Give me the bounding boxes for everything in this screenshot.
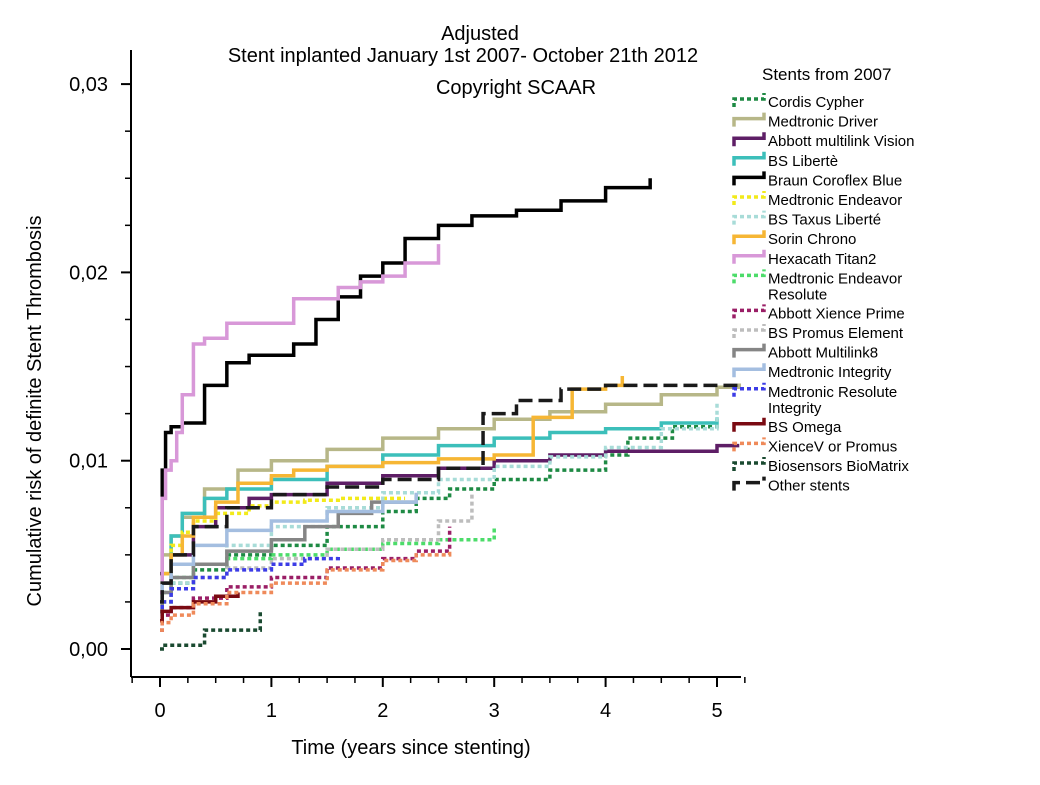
legend-title: Stents from 2007 <box>762 65 891 84</box>
legend-swatch <box>732 343 766 358</box>
legend-label: BS Promus Element <box>768 325 904 342</box>
legend-label: Abbott multilink Vision <box>768 133 914 150</box>
legend-swatch <box>732 324 766 338</box>
legend-label: BS Libertè <box>768 153 838 170</box>
legend-swatch <box>732 93 766 107</box>
legend-swatch <box>732 304 766 319</box>
legend-label: Other stents <box>768 478 850 495</box>
y-tick-label: 0,02 <box>69 262 108 284</box>
legend-item: Hexacath Titan2 <box>732 249 876 268</box>
series-line <box>160 494 418 614</box>
legend-item: BS Omega <box>732 417 842 436</box>
legend-item: Medtronic Integrity <box>732 363 892 381</box>
series-line <box>160 375 625 595</box>
legend-item: Cordis Cypher <box>732 93 864 111</box>
legend-swatch <box>732 363 766 378</box>
legend-item: Abbott multilink Vision <box>732 132 914 150</box>
legend-swatch <box>732 382 766 397</box>
legend-item: XienceV or Promus <box>732 437 897 455</box>
y-tick-label: 0,00 <box>69 639 108 661</box>
legend-label: Hexacath Titan2 <box>768 251 876 268</box>
legend-label: Abbott Xience Prime <box>768 305 905 322</box>
legend-label: BS Omega <box>768 419 842 436</box>
legend-swatch <box>732 191 766 205</box>
legend-label: Cordis Cypher <box>768 94 864 111</box>
legend-item: Sorin Chrono <box>732 230 856 248</box>
legend-item: Abbott Xience Prime <box>732 304 905 322</box>
legend-label: Medtronic Driver <box>768 114 878 131</box>
legend-item: BS Taxus Liberté <box>732 210 881 229</box>
legend-label: Sorin Chrono <box>768 231 856 248</box>
legend-item: BS Promus Element <box>732 324 904 342</box>
series-line <box>160 551 452 632</box>
legend: Cordis Cypher Medtronic Driver Abbott mult… <box>732 93 914 495</box>
legend-swatch <box>732 457 766 471</box>
series-line <box>160 554 340 623</box>
legend-swatch <box>732 476 766 491</box>
legend-label: Medtronic Endeavor <box>768 192 902 209</box>
legend-swatch <box>732 249 766 264</box>
legend-item: Other stents <box>732 476 850 495</box>
legend-item: Biosensors BioMatrix <box>732 457 909 475</box>
legend-item: Medtronic Driver <box>732 112 878 131</box>
chart-copyright: Copyright SCAAR <box>436 77 596 99</box>
legend-swatch <box>732 132 766 147</box>
legend-swatch <box>732 210 766 225</box>
legend-label: Abbott Multilink8 <box>768 345 878 362</box>
legend-label: Biosensors BioMatrix <box>768 458 909 475</box>
legend-item: BS Libertè <box>732 151 838 170</box>
chart-subtitle: Stent inplanted January 1st 2007- Octobe… <box>228 45 698 67</box>
y-tick-label: 0,01 <box>69 451 108 473</box>
x-tick-label: 3 <box>489 700 500 722</box>
x-tick-label: 1 <box>266 700 277 722</box>
y-tick-label: 0,03 <box>69 74 108 96</box>
legend-label: Braun Coroflex Blue <box>768 172 902 189</box>
legend-item: Braun Coroflex Blue <box>732 171 902 189</box>
legend-label: BS Taxus Liberté <box>768 212 881 229</box>
series-line <box>160 244 441 595</box>
x-tick-label: 5 <box>711 700 722 722</box>
legend-swatch <box>732 269 766 284</box>
legend-label: XienceV or Promus <box>768 438 897 455</box>
legend-swatch <box>732 437 766 452</box>
legend-label: Medtronic Resolute <box>768 384 897 401</box>
legend-item: Medtronic Endeavor <box>732 191 902 209</box>
legend-swatch <box>732 417 766 432</box>
legend-swatch <box>732 171 766 186</box>
legend-label: Medtronic Integrity <box>768 364 892 381</box>
legend-label: Resolute <box>768 286 827 303</box>
legend-label: Integrity <box>768 400 822 417</box>
legend-swatch <box>732 230 766 245</box>
series-line <box>160 611 263 651</box>
legend-swatch <box>732 151 766 166</box>
legend-label: Medtronic Endeavor <box>768 270 902 287</box>
legend-item: Abbott Multilink8 <box>732 343 878 362</box>
y-axis-label: Cumulative risk of definite Stent Thromb… <box>24 216 46 607</box>
axes: 0,00 0,01 0,02 0,03 0 1 2 3 4 5 <box>69 50 746 722</box>
series-lines <box>160 178 742 651</box>
series-line <box>160 402 719 623</box>
x-tick-label: 2 <box>377 700 388 722</box>
series-line <box>160 178 652 576</box>
series-line <box>160 496 406 614</box>
legend-swatch <box>732 112 766 127</box>
series-line <box>160 381 742 604</box>
x-tick-label: 0 <box>154 700 165 722</box>
x-tick-label: 4 <box>600 700 611 722</box>
chart-title: Adjusted <box>441 23 519 45</box>
x-axis-label: Time (years since stenting) <box>291 737 530 759</box>
